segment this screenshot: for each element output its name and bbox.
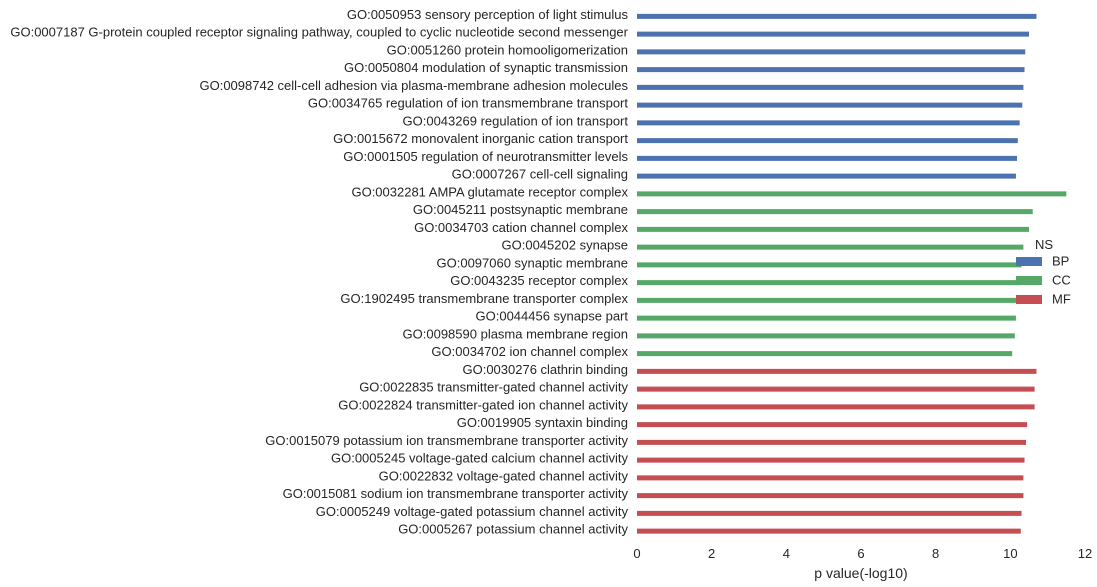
bar-mf [637,475,1024,481]
bar-bp [637,49,1026,55]
x-tick-label: 0 [633,546,640,561]
bar-bp [637,84,1024,90]
bar-mf [637,422,1028,428]
category-label: GO:0045211 postsynaptic membrane [413,202,628,217]
category-label: GO:0051260 protein homooligomerization [387,42,628,57]
bar-mf [637,386,1035,392]
category-label: GO:0015081 sodium ion transmembrane tran… [283,486,629,501]
bar-mf [637,457,1025,463]
x-axis: 0 2 4 6 8 10 12 [633,546,1092,561]
category-label: GO:0050953 sensory perception of light s… [347,7,629,22]
category-label: GO:0022824 transmitter-gated ion channel… [338,397,628,412]
category-label: GO:0043235 receptor complex [450,273,628,288]
x-tick-label: 10 [1003,546,1017,561]
legend-title: NS [1035,237,1053,252]
category-label: GO:0005245 voltage-gated calcium channel… [331,451,629,466]
category-label: GO:0050804 modulation of synaptic transm… [344,60,628,75]
bar-mf [637,528,1021,534]
category-label: GO:0007267 cell-cell signaling [452,167,628,182]
bar-cc [637,280,1020,286]
category-label: GO:0015672 monovalent inorganic cation t… [333,131,628,146]
x-tick-label: 8 [932,546,939,561]
bar-bp [637,102,1023,108]
bar-bp [637,67,1025,73]
bars-layer [637,13,1067,534]
bar-bp [637,155,1018,161]
category-labels: GO:0050953 sensory perception of light s… [10,7,628,537]
category-label: GO:0034702 ion channel complex [431,344,628,359]
bar-bp [637,31,1029,37]
bar-bp [637,120,1020,126]
legend-label-mf: MF [1052,292,1071,307]
legend-swatch-cc [1016,276,1042,285]
category-label: GO:0030276 clathrin binding [462,362,628,377]
category-label: GO:0032281 AMPA glutamate receptor compl… [351,184,628,199]
bar-bp [637,138,1018,144]
x-tick-label: 2 [708,546,715,561]
bar-mf [637,368,1037,374]
legend-swatch-mf [1016,295,1042,304]
category-label: GO:1902495 transmembrane transporter com… [340,291,628,306]
legend-label-bp: BP [1052,254,1069,269]
category-label: GO:0043269 regulation of ion transport [403,113,629,128]
legend-label-cc: CC [1052,273,1071,288]
category-label: GO:0098742 cell-cell adhesion via plasma… [199,78,628,93]
category-label: GO:0015079 potassium ion transmembrane t… [265,433,628,448]
bar-cc [637,297,1019,303]
category-label: GO:0005249 voltage-gated potassium chann… [316,504,629,519]
category-label: GO:0045202 synapse [502,238,628,253]
category-label: GO:0034765 regulation of ion transmembra… [308,96,629,111]
category-label: GO:0022832 voltage-gated channel activit… [379,468,629,483]
bar-cc [637,226,1029,232]
bar-cc [637,351,1013,357]
bar-cc [637,315,1016,321]
bar-cc [637,209,1033,215]
bar-cc [637,262,1022,268]
bar-mf [637,493,1024,499]
x-tick-label: 12 [1078,546,1092,561]
bar-cc [637,191,1067,197]
category-label: GO:0044456 synapse part [476,309,629,324]
x-axis-title: p value(-log10) [814,565,907,581]
category-label: GO:0097060 synaptic membrane [437,255,629,270]
bar-cc [637,333,1015,339]
category-label: GO:0019905 syntaxin binding [457,415,628,430]
bar-bp [637,173,1016,179]
category-label: GO:0001505 regulation of neurotransmitte… [343,149,628,164]
bar-mf [637,404,1035,410]
category-label: GO:0098590 plasma membrane region [403,326,628,341]
bar-mf [637,510,1022,516]
category-label: GO:0022835 transmitter-gated channel act… [359,380,628,395]
bar-cc [637,244,1024,250]
x-tick-label: 4 [783,546,790,561]
bar-bp [637,13,1037,19]
category-label: GO:0034703 cation channel complex [414,220,628,235]
x-tick-label: 6 [857,546,864,561]
category-label: GO:0007187 G-protein coupled receptor si… [10,25,628,40]
bar-mf [637,439,1027,445]
legend-swatch-bp [1016,257,1042,266]
legend: NS BP CC MF [1016,237,1071,307]
category-label: GO:0005267 potassium channel activity [398,522,628,537]
